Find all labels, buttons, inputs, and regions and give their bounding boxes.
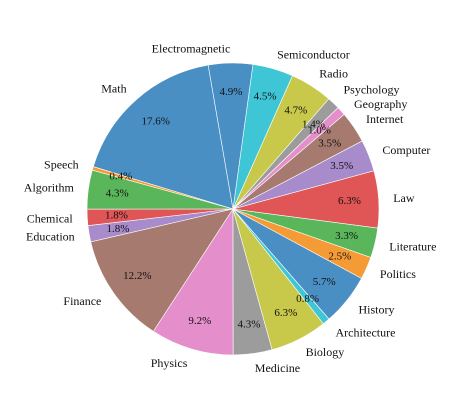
pie-percent-politics: 2.5% [328,250,351,262]
pie-percent-computer: 3.5% [330,160,353,172]
pie-label-speech: Speech [44,157,79,171]
pie-label-history: History [359,302,395,316]
pie-label-law: Law [393,191,415,205]
slices-layer [86,62,380,356]
pie-percent-literature: 3.3% [335,230,358,242]
pie-percent-radio: 4.7% [284,105,307,117]
pie-label-psychology: Psychology [344,83,400,97]
pie-label-physics: Physics [151,356,188,370]
pie-percent-education: 1.8% [106,223,129,235]
pie-percent-medicine: 4.3% [237,319,260,331]
pie-percent-biology: 6.3% [274,307,297,319]
pie-label-internet: Internet [366,112,404,126]
pie-percent-internet: 3.5% [318,138,341,150]
pie-label-finance: Finance [63,294,101,308]
pie-slice-electromagnetic [207,62,254,210]
pie-percent-speech: 0.4% [109,171,132,183]
pie-label-education: Education [26,229,75,243]
pie-label-medicine: Medicine [255,361,300,375]
pie-label-math: Math [101,82,126,96]
pie-slice-finance [90,208,234,332]
pie-percent-electromagnetic: 4.9% [220,86,243,98]
pie-percent-chemical: 1.8% [105,210,128,222]
pie-label-biology: Biology [306,345,345,359]
pie-label-electromagnetic: Electromagnetic [152,41,231,55]
pie-label-politics: Politics [380,267,416,281]
pie-slice-physics [152,207,234,356]
pie-label-radio: Radio [319,67,348,81]
pie-label-architecture: Architecture [336,326,396,340]
pie-percent-algorithm: 4.3% [106,187,129,199]
pie-label-geography: Geography [354,97,407,111]
pie-percent-history: 5.7% [313,276,336,288]
pie-label-literature: Literature [389,239,436,253]
pie-percent-law: 6.3% [338,195,361,207]
percent-labels-layer: 17.6% 0.4% 4.3% 1.8%1.8% 12.2% 9.2% 4.3% 6.3% 0.… [105,86,361,331]
pie-percent-physics: 9.2% [188,315,211,327]
pie-percent-geography: 1.0% [308,125,331,137]
pie-percent-finance: 12.2% [123,270,151,282]
pie-percent-architecture: 0.8% [296,293,319,305]
pie-label-algorithm: Algorithm [24,181,75,195]
pie-label-chemical: Chemical [27,211,74,225]
pie-percent-math: 17.6% [141,116,169,128]
pie-label-computer: Computer [382,143,430,157]
pie-slice-math [92,64,234,210]
pie-percent-psychology: 1.4% [302,118,325,130]
pie-label-semiconductor: Semiconductor [277,48,350,62]
category-labels-layer: Math Speech Algorithm Chemical Education Fina… [24,41,437,375]
pie-percent-semiconductor: 4.5% [254,91,277,103]
